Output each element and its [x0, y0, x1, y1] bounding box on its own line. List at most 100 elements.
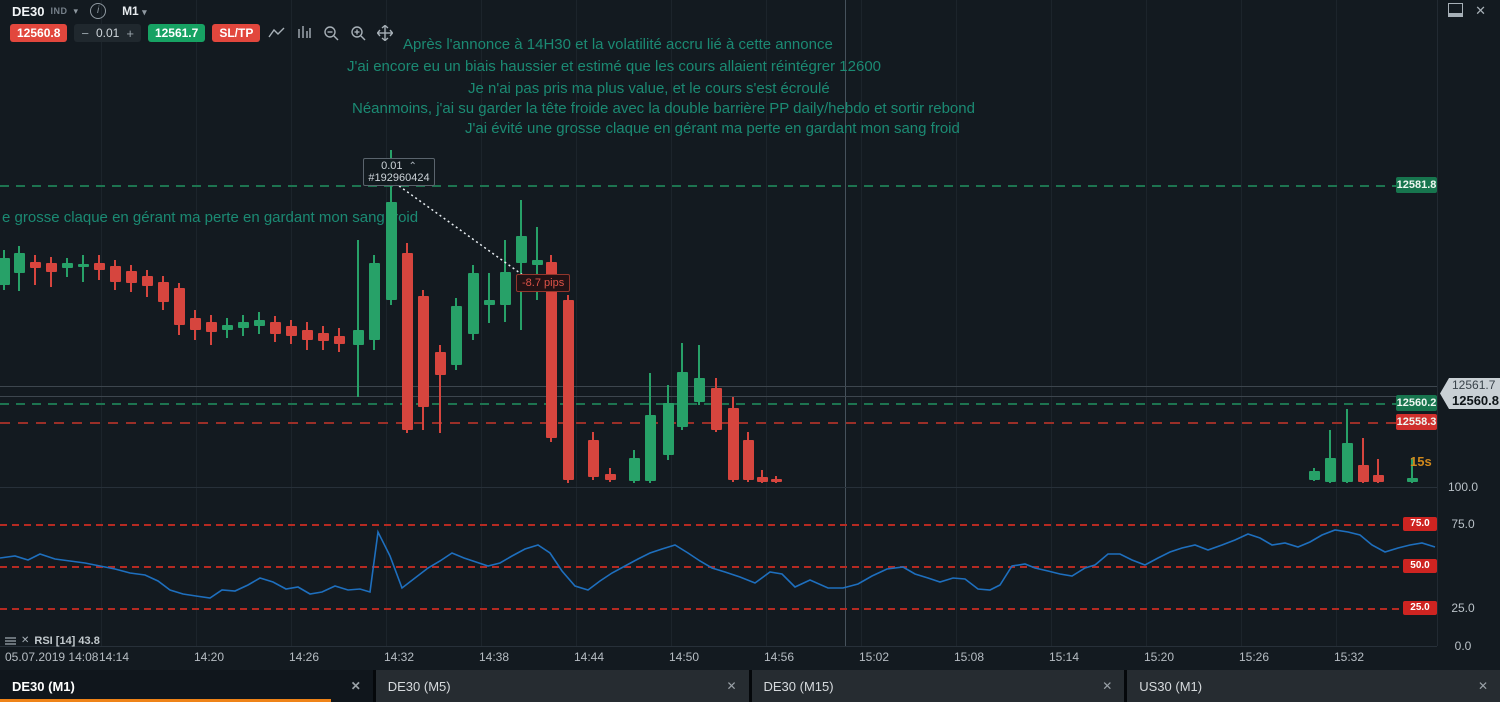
- volume-stepper: − 0.01 +: [74, 24, 141, 42]
- candle-body: [605, 474, 616, 480]
- candle-body: [435, 352, 446, 375]
- candle-body: [743, 440, 754, 480]
- candle-body: [302, 330, 313, 340]
- candle-wick: [1377, 459, 1379, 483]
- candle-body: [334, 336, 345, 344]
- close-window-icon[interactable]: ✕: [1475, 2, 1486, 18]
- time-axis-label: 14:50: [668, 650, 700, 664]
- volume-decrease-button[interactable]: −: [81, 25, 89, 41]
- sltp-button[interactable]: SL/TP: [212, 24, 261, 42]
- time-axis-label: 15:02: [858, 650, 890, 664]
- time-axis-label: 14:26: [288, 650, 320, 664]
- candle-body: [728, 408, 739, 480]
- chart-annotation[interactable]: J'ai encore eu un biais haussier et esti…: [347, 58, 882, 75]
- chevron-up-icon[interactable]: ⌃: [408, 161, 417, 172]
- candle-body: [451, 306, 462, 365]
- candle-body: [158, 282, 169, 302]
- time-gridline: [1051, 0, 1052, 646]
- candle-body: [222, 325, 233, 330]
- candle-wick: [50, 257, 52, 287]
- candle-body: [318, 333, 329, 341]
- time-gridline: [1146, 0, 1147, 646]
- time-axis-label: 14:56: [763, 650, 795, 664]
- bid-price-value: 12560.8: [1452, 393, 1499, 408]
- price-level-badge: 12558.3: [1396, 414, 1437, 430]
- chevron-down-icon[interactable]: ▾: [73, 5, 79, 16]
- indicator-settings-icon[interactable]: [4, 635, 16, 647]
- close-icon[interactable]: ✕: [350, 679, 361, 693]
- zoom-out-icon[interactable]: [321, 24, 341, 42]
- chart-annotation[interactable]: Je n'ai pas pris ma plus value, et le co…: [468, 80, 830, 97]
- candle-body: [532, 260, 543, 265]
- time-axis-label: 14:14: [98, 650, 130, 664]
- candle-body: [386, 202, 397, 300]
- chart-annotation[interactable]: Néanmoins, j'ai su garder la tête froide…: [352, 100, 975, 117]
- chevron-down-icon: ▾: [142, 7, 147, 17]
- tab-de30-m1[interactable]: DE30 (M1) ✕: [0, 670, 373, 702]
- pan-move-icon[interactable]: [375, 24, 395, 42]
- time-gridline: [956, 0, 957, 646]
- symbol-name[interactable]: DE30: [12, 3, 45, 19]
- rsi-level-line: [0, 566, 1437, 568]
- close-icon[interactable]: ✕: [726, 679, 737, 693]
- candle-body: [190, 318, 201, 330]
- symbol-bar: DE30 IND ▾ i M1 ▾: [12, 3, 147, 19]
- candle-body: [629, 458, 640, 481]
- tab-de30-m15[interactable]: DE30 (M15) ✕: [751, 670, 1125, 702]
- indicator-close-icon[interactable]: ✕: [21, 635, 30, 646]
- chart-tab-bar: DE30 (M1) ✕ DE30 (M5) ✕ DE30 (M15) ✕ US30 (M1)…: [0, 670, 1500, 702]
- trade-toolbar: 12560.8 − 0.01 + 12561.7 SL/TP: [10, 24, 395, 42]
- indicators-tool-icon[interactable]: [294, 24, 314, 42]
- close-icon[interactable]: ✕: [1477, 679, 1488, 693]
- volume-value: 0.01: [95, 26, 120, 40]
- chart-annotation[interactable]: Après l'annonce à 14H30 et la volatilité…: [403, 36, 833, 53]
- zoom-in-icon[interactable]: [348, 24, 368, 42]
- candle-wick: [520, 200, 522, 330]
- rsi-indicator-header: ✕ RSI [14] 43.8: [4, 635, 100, 647]
- time-gridline: [1336, 0, 1337, 646]
- candle-body: [500, 272, 511, 305]
- candle-body: [62, 263, 73, 268]
- rsi-level-badge: 75.0: [1403, 517, 1437, 531]
- volume-increase-button[interactable]: +: [126, 25, 134, 41]
- tab-us30-m1[interactable]: US30 (M1) ✕: [1127, 670, 1500, 702]
- order-tooltip[interactable]: 0.01 ⌃ #192960424: [363, 158, 435, 186]
- rsi-indicator-label: RSI [14] 43.8: [34, 635, 100, 647]
- info-icon[interactable]: i: [90, 3, 107, 19]
- line-chart-tool-icon[interactable]: [267, 24, 287, 42]
- time-axis-label: 14:38: [478, 650, 510, 664]
- rsi-level-line: [0, 524, 1437, 526]
- candle-wick: [82, 255, 84, 282]
- active-tab-underline: [0, 699, 331, 702]
- candle-body: [174, 288, 185, 325]
- candle-body: [0, 258, 10, 285]
- chart-annotation[interactable]: J'ai évité une grosse claque en gérant m…: [465, 120, 960, 137]
- scale-label: 0.0: [1454, 639, 1472, 653]
- close-icon[interactable]: ✕: [1102, 679, 1113, 693]
- time-axis-label: 14:20: [193, 650, 225, 664]
- time-axis-label: 15:14: [1048, 650, 1080, 664]
- time-gridline: [861, 0, 862, 646]
- scale-label: 75.0: [1451, 517, 1475, 531]
- candle-body: [254, 320, 265, 326]
- buy-button[interactable]: 12561.7: [147, 24, 206, 42]
- candle-body: [46, 263, 57, 272]
- candle-body: [286, 326, 297, 336]
- price-level-line: [0, 185, 1437, 187]
- price-level-badge: 12581.8: [1396, 177, 1437, 193]
- time-axis-label: 05.07.2019 14:08: [5, 650, 99, 664]
- candle-wick: [488, 273, 490, 323]
- candle-body: [663, 403, 674, 455]
- candle-body: [546, 262, 557, 438]
- candle-body: [126, 271, 137, 283]
- sell-button[interactable]: 12560.8: [10, 24, 68, 42]
- candle-body: [206, 322, 217, 332]
- candle-body: [78, 264, 89, 267]
- time-gridline: [481, 0, 482, 646]
- tab-de30-m5[interactable]: DE30 (M5) ✕: [375, 670, 749, 702]
- restore-window-icon[interactable]: [1448, 3, 1464, 17]
- candle-body: [418, 296, 429, 407]
- chart-annotation[interactable]: e grosse claque en gérant ma perte en ga…: [2, 209, 419, 226]
- timeframe-selector[interactable]: M1 ▾: [122, 4, 147, 18]
